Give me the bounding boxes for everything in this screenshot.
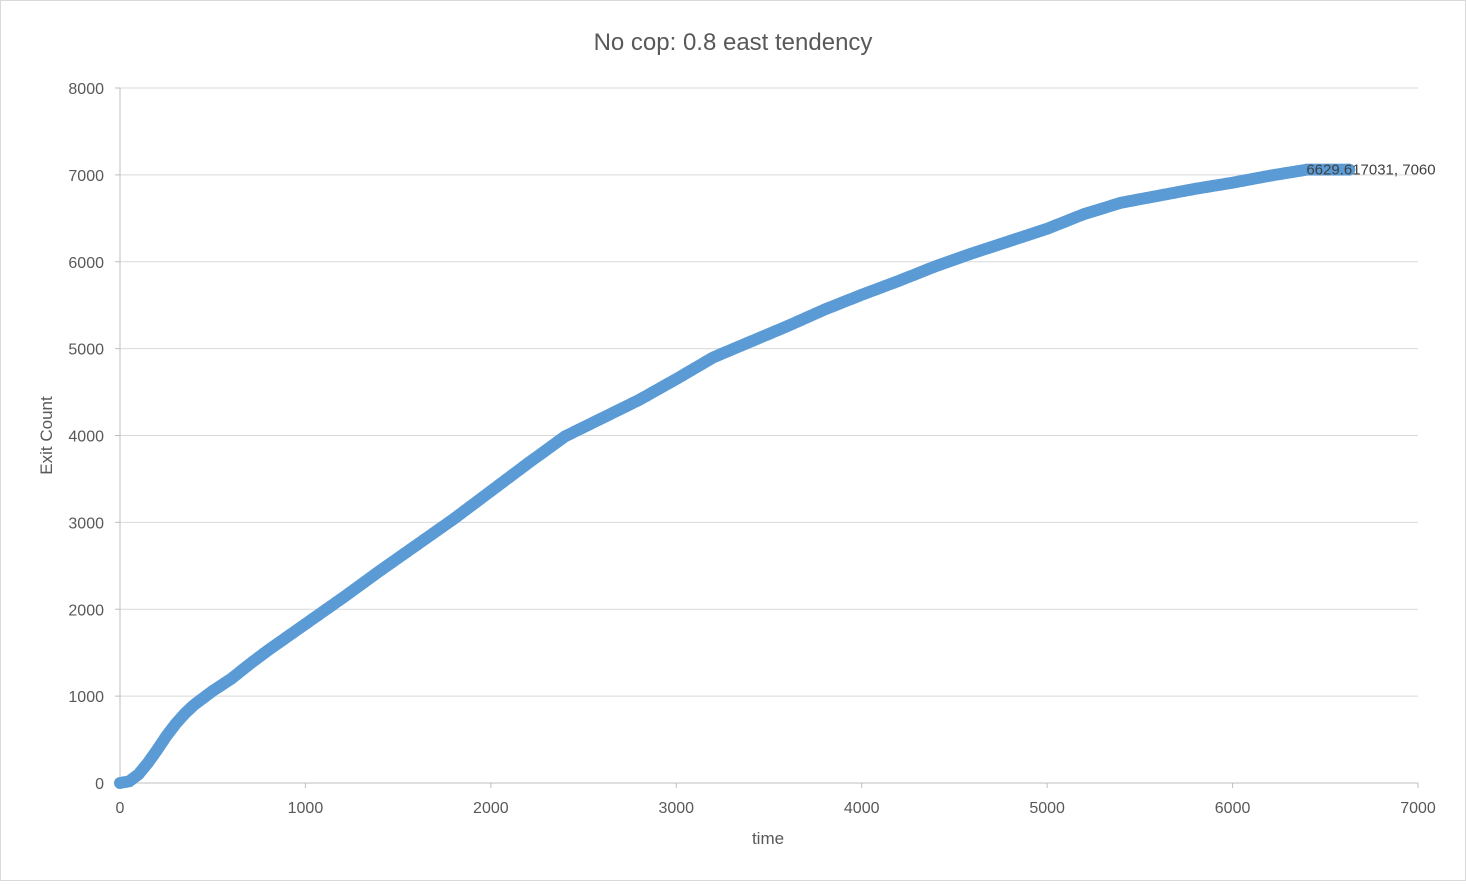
y-tick-label: 8000 [68, 81, 104, 98]
y-tick-label: 4000 [68, 429, 104, 446]
data-point [1343, 163, 1356, 176]
y-tick-label: 7000 [68, 168, 104, 185]
y-tick-label: 0 [95, 776, 104, 793]
y-tick-label: 6000 [68, 255, 104, 272]
y-tick-label: 5000 [68, 342, 104, 359]
x-tick-labels: 0 1000 2000 3000 4000 5000 6000 7000 [116, 800, 1436, 817]
x-tick-label: 7000 [1400, 800, 1436, 817]
x-axis-title: time [752, 829, 784, 848]
x-tick-label: 1000 [288, 800, 324, 817]
y-tick-labels: 0 1000 2000 3000 4000 5000 6000 7000 8000 [68, 81, 104, 793]
chart-title: No cop: 0.8 east tendency [594, 29, 873, 56]
data-label: 6629.617031, 7060 [1306, 162, 1435, 179]
data-series [114, 163, 1356, 789]
y-axis-title: Exit Count [37, 396, 56, 475]
axes [115, 87, 1419, 788]
y-tick-label: 2000 [68, 602, 104, 619]
x-tick-label: 3000 [658, 800, 694, 817]
x-tick-label: 2000 [473, 800, 509, 817]
x-tick-label: 0 [116, 800, 125, 817]
x-tick-label: 6000 [1215, 800, 1251, 817]
x-tick-label: 4000 [844, 800, 880, 817]
y-tick-label: 1000 [68, 689, 104, 706]
y-tick-label: 3000 [68, 515, 104, 532]
x-tick-label: 5000 [1029, 800, 1065, 817]
